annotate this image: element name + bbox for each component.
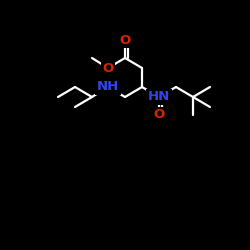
Text: O: O [154,108,164,122]
Text: O: O [120,34,130,46]
Text: NH: NH [97,80,119,94]
Text: O: O [102,62,114,74]
Text: HN: HN [148,90,170,104]
